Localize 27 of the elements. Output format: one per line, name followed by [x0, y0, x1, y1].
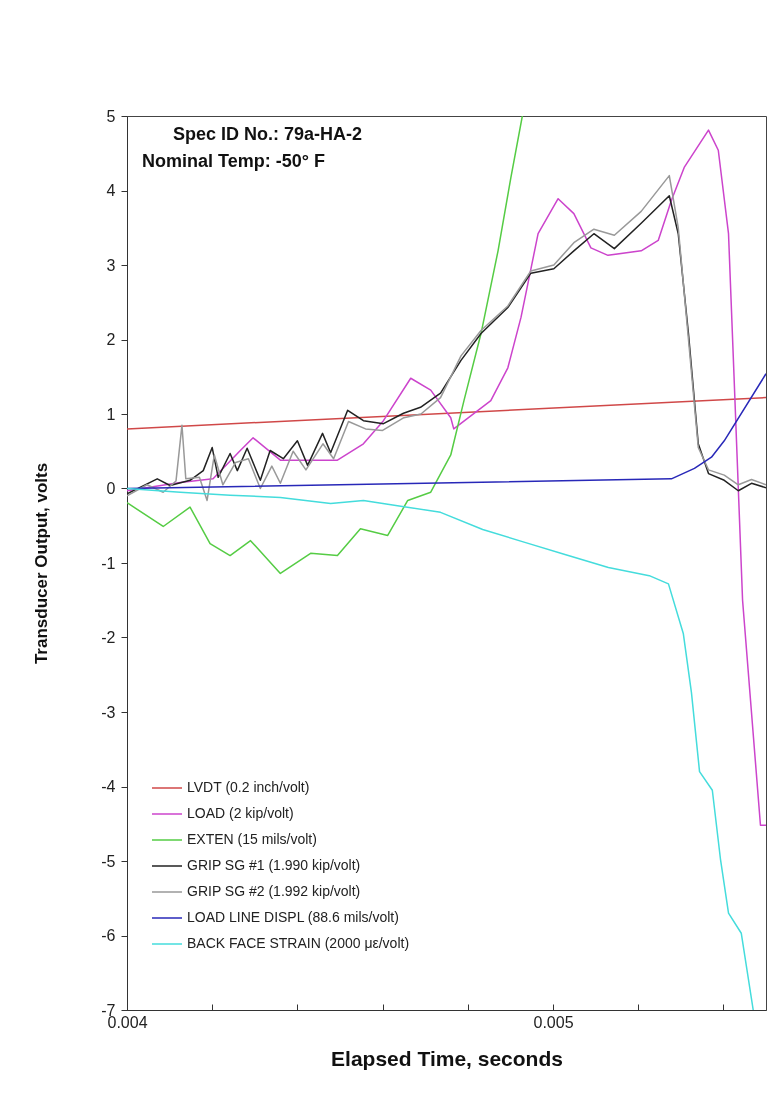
y-tick-label: 3 [106, 256, 116, 274]
y-tick-label: 5 [106, 107, 116, 125]
legend-label: LOAD LINE DISPL (88.6 mils/volt) [187, 909, 399, 925]
legend-label: EXTEN (15 mils/volt) [187, 831, 317, 847]
y-tick-label: -6 [101, 927, 116, 944]
annotation: Spec ID No.: 79a-HA-2 [173, 124, 363, 144]
y-axis-title: Transducer Output, volts [32, 462, 52, 665]
legend-label: GRIP SG #2 (1.992 kip/volt) [187, 883, 361, 899]
y-tick-label: -3 [101, 703, 116, 721]
line-series [127, 116, 524, 575]
line-series [127, 487, 754, 1010]
y-tick-label: 4 [106, 182, 116, 199]
y-tick-label: -5 [101, 852, 116, 870]
x-axis-title: Elapsed Time, seconds [331, 1046, 563, 1070]
y-tick-label: 2 [106, 331, 116, 348]
y-tick-label: -4 [101, 778, 116, 795]
legend-label: LVDT (0.2 inch/volt) [187, 779, 310, 795]
x-tick-label: 0.005 [533, 1013, 574, 1031]
annotation: Nominal Temp: -50° F [142, 151, 325, 171]
legend-label: LOAD (2 kip/volt) [187, 805, 294, 821]
y-tick-label: -2 [101, 629, 116, 646]
legend-label: BACK FACE STRAIN (2000 με/volt) [187, 935, 410, 951]
y-tick-label: 0 [106, 480, 116, 497]
legend-label: GRIP SG #1 (1.990 kip/volt) [187, 857, 361, 873]
y-tick-label: 1 [106, 405, 116, 423]
y-tick-label: -1 [101, 554, 116, 572]
line-series [127, 129, 766, 826]
